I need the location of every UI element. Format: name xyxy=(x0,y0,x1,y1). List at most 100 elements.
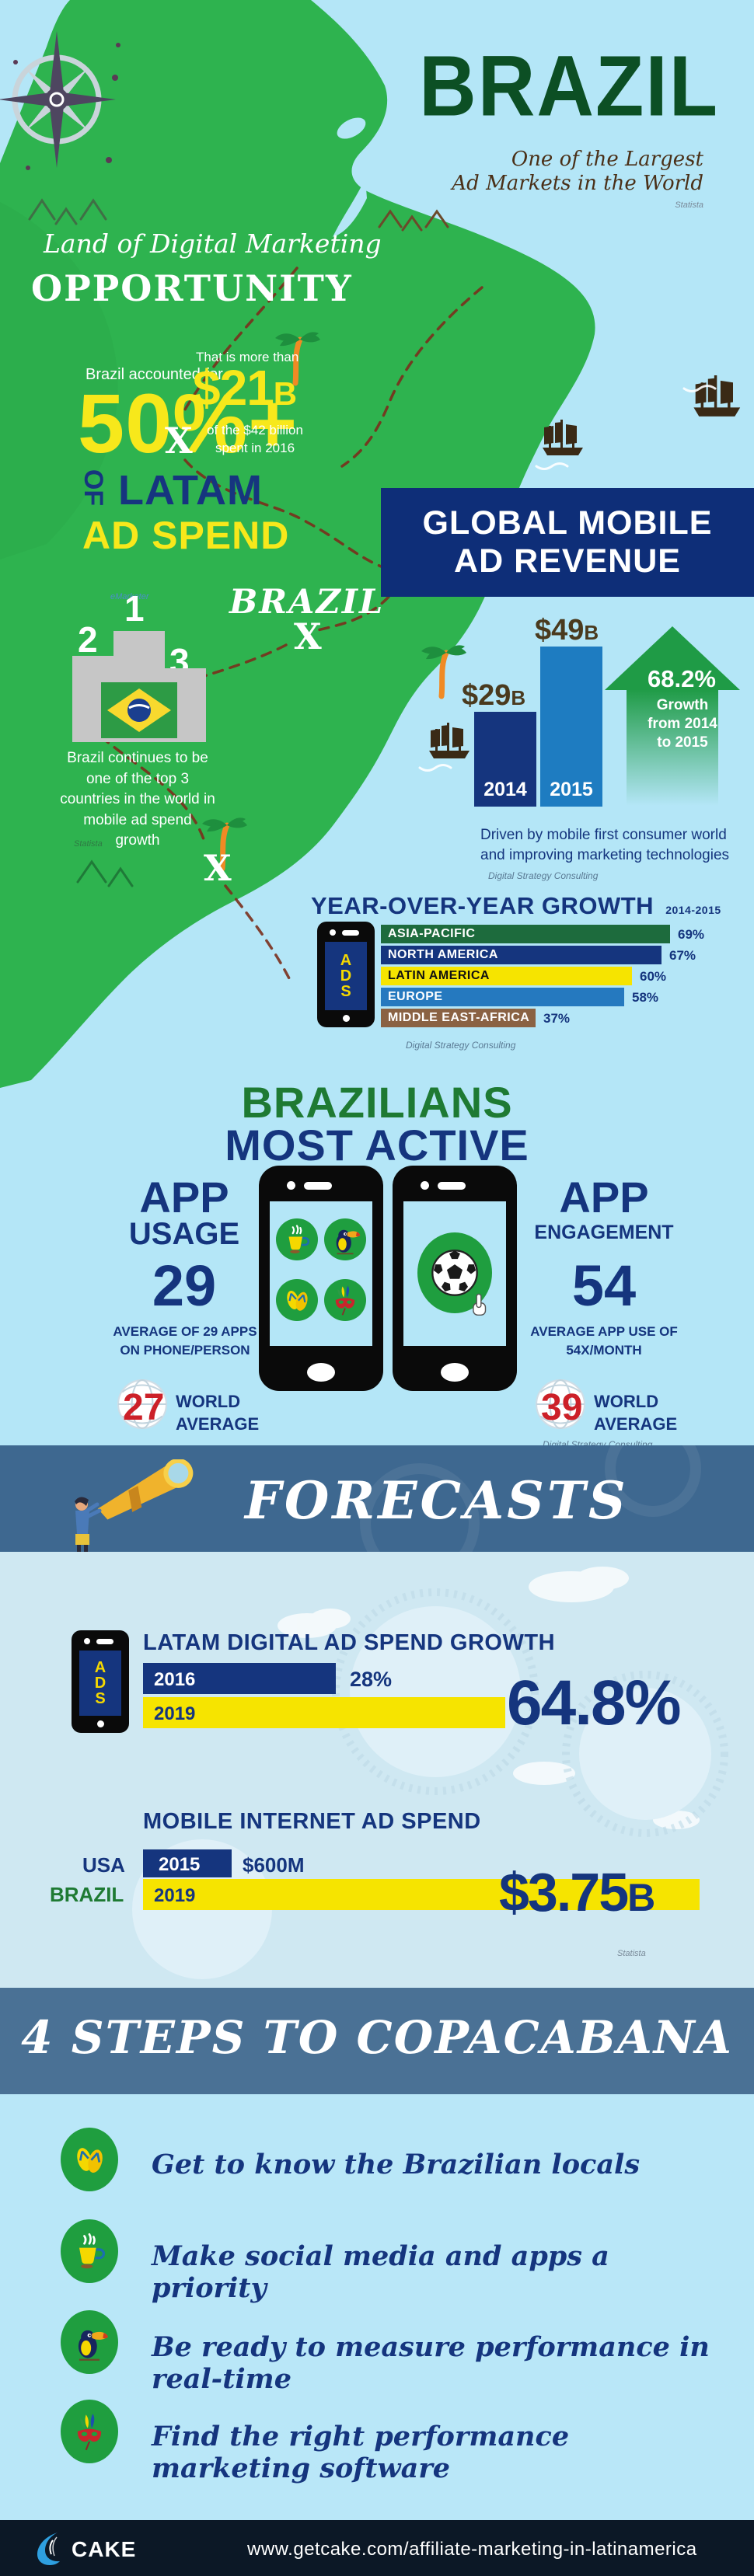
forecasts-source: Statista xyxy=(617,1949,646,1958)
forecast-bar-2019-value: 64.8% xyxy=(507,1668,682,1738)
revenue-source: Digital Strategy Consulting xyxy=(488,870,599,881)
footer-brand: CAKE xyxy=(72,2537,137,2561)
coffee-app-icon xyxy=(276,1218,318,1260)
x-mark: X xyxy=(294,615,322,657)
usa-value: $600M xyxy=(243,1853,305,1877)
mobile-forecast-title: MOBILE INTERNET AD SPEND xyxy=(143,1809,481,1834)
usage-number: 29 xyxy=(152,1253,217,1318)
carnival-mask-app-icon xyxy=(324,1279,366,1321)
yoy-row: ASIA-PACIFIC xyxy=(381,925,670,943)
header-subtitle-line2: Ad Markets in the World xyxy=(452,172,703,196)
header-subtitle-line1: One of the Largest xyxy=(511,148,703,171)
amount-detail-line2: spent in 2016 xyxy=(215,440,295,455)
yoy-row-label: ASIA-PACIFIC xyxy=(388,927,476,940)
ship-icon xyxy=(693,375,741,417)
usage-phone-icon xyxy=(259,1166,383,1391)
latam-word: LATAM xyxy=(118,467,263,514)
usage-word1: APP xyxy=(139,1173,229,1222)
yoy-row: MIDDLE EAST-AFRICA xyxy=(381,1009,536,1027)
yoy-row-value: 60% xyxy=(640,969,667,984)
yoy-row: LATIN AMERICA xyxy=(381,967,632,985)
brazil-label: BRAZIL xyxy=(50,1883,124,1906)
engagement-number: 54 xyxy=(571,1253,637,1318)
steps-banner-title: 4 STEPS TO COPACABANA xyxy=(21,2011,733,2064)
bar-2014-year: 2014 xyxy=(483,779,527,800)
cursor-hand-icon xyxy=(473,1293,487,1316)
more-than-intro: That is more than xyxy=(196,350,299,364)
step-1-text: Get to know the Brazilian locals xyxy=(152,2149,641,2180)
podium-caption: Brazil continues to be one of the top 3 … xyxy=(60,750,215,849)
yoy-row-label: LATIN AMERICA xyxy=(388,969,490,982)
podium-source: Statista xyxy=(74,839,103,849)
footer-url: www.getcake.com/affiliate-marketing-in-l… xyxy=(247,2539,697,2560)
usa-year-box: 2015 xyxy=(143,1849,232,1877)
podium-rank-2: 2 xyxy=(78,619,98,660)
engagement-phone-icon xyxy=(393,1166,517,1391)
global-revenue-title-line2: AD REVENUE xyxy=(454,542,681,580)
forecast-bar-2016-value: 28% xyxy=(350,1668,393,1691)
yoy-row-label: MIDDLE EAST-AFRICA xyxy=(388,1011,530,1024)
latam-share-big: 50%+ xyxy=(78,376,298,470)
latam-share-intro: Brazil accounted for xyxy=(86,366,223,383)
yoy-row: EUROPE xyxy=(381,988,624,1006)
forecasts-banner-title: FORECASTS xyxy=(245,1470,629,1531)
bar-2014: 2014 xyxy=(474,712,536,807)
footer: CAKE www.getcake.com/affiliate-marketing… xyxy=(0,2520,754,2576)
flipflops-step-icon xyxy=(61,2128,118,2191)
latam-of-word: OF xyxy=(79,469,109,507)
growth-arrow-icon xyxy=(605,626,740,806)
world-usage-label1: WORLD xyxy=(176,1392,241,1411)
brazil-flag xyxy=(101,682,177,738)
soccer-ball-icon xyxy=(431,1250,478,1296)
brazil-year-bar: 2019 xyxy=(143,1879,700,1910)
engagement-word2: ENGAGEMENT xyxy=(534,1222,674,1243)
usage-caption: AVERAGE OF 29 APPS ON PHONE/PERSON xyxy=(113,1324,257,1358)
yoy-row-value: 58% xyxy=(632,990,659,1005)
toucan-app-icon xyxy=(324,1218,366,1260)
step-4-text: Find the right performance marketing sof… xyxy=(152,2421,570,2484)
engagement-word1: APP xyxy=(559,1173,649,1222)
most-active-title-line2: MOST ACTIVE xyxy=(225,1121,529,1169)
soccer-app-icon xyxy=(417,1232,492,1313)
telescope-person-illustration xyxy=(75,1459,194,1552)
bar-2014-value-label: $29B xyxy=(462,679,526,712)
amount-21b: $21B xyxy=(193,360,297,416)
tagline-line1: Land of Digital Marketing xyxy=(44,228,382,259)
mask-step-icon xyxy=(61,2400,118,2463)
yoy-title: YEAR-OVER-YEAR GROWTH 2014-2015 xyxy=(311,892,721,919)
tagline-line2: OPPORTUNITY xyxy=(31,267,353,309)
usage-word2: USAGE xyxy=(128,1217,240,1251)
steps-band: 4 STEPS TO COPACABANA xyxy=(0,1988,754,2094)
growth-value: 68.2% xyxy=(648,665,716,692)
header-source: Statista xyxy=(675,200,703,210)
latam-forecast-title: LATAM DIGITAL AD SPEND GROWTH xyxy=(143,1630,556,1655)
x-mark: X xyxy=(204,847,232,889)
world-usage-number: 27 xyxy=(123,1387,165,1428)
world-engagement-number: 39 xyxy=(541,1387,583,1428)
yoy-period: 2014-2015 xyxy=(665,904,721,916)
bar-2015: 2015 xyxy=(540,647,602,807)
steps-section: Get to know the Brazilian locals Make so… xyxy=(0,2094,754,2520)
globe-icon xyxy=(117,1379,167,1429)
globe-icon xyxy=(536,1379,585,1429)
most-active-title-line1: BRAZILIANS xyxy=(241,1078,513,1127)
yoy-row-value: 67% xyxy=(669,948,696,963)
world-engagement-label1: WORLD xyxy=(594,1392,659,1411)
growth-caption: Growth from 2014 to 2015 xyxy=(648,697,717,751)
ship-icon xyxy=(429,723,470,758)
compass-icon xyxy=(0,31,120,170)
step-2-text: Make social media and apps a priority xyxy=(152,2240,609,2304)
revenue-caption-line2: and improving marketing technologies xyxy=(480,846,730,863)
yoy-row-value: 69% xyxy=(678,927,705,942)
yoy-row: NORTH AMERICA xyxy=(381,946,661,964)
flipflops-app-icon xyxy=(276,1279,318,1321)
usa-label: USA xyxy=(82,1853,125,1877)
global-revenue-title-line1: GLOBAL MOBILE xyxy=(422,504,713,542)
forecasts-band: FORECASTS xyxy=(0,1445,754,1552)
yoy-row-label: EUROPE xyxy=(388,990,443,1003)
yoy-row-label: NORTH AMERICA xyxy=(388,948,498,961)
